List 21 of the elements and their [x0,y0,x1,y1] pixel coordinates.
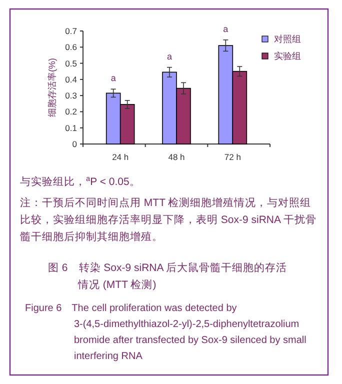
legend-label: 实验组 [274,51,301,62]
annotation: a [223,24,228,34]
text: 图 6 转染 Sox-9 siRNA 后大鼠骨髓干细胞的存活情况 (MTT 检测) [48,261,288,291]
text: Figure 6 The cell proliferation was detected by 3-(4,5-dimethylthiazol-2-yl)-2,5-diphenyltetrazolium bromide after transfected by Sox-9 silenced by small interfering RNA [25,303,306,362]
x-tick-label: 72 h [224,152,242,162]
y-tick-label: 0.1 [65,122,78,133]
y-tick-label: 0.7 [65,26,78,36]
x-tick-label: 48 h [168,152,186,162]
text: 注：干预后不同时间点用 MTT 检测细胞增殖情况，与对照组比较，实验组细胞存活率明显下降，表明 Sox-9 siRNA 干扰骨髓干细胞后抑制其细胞增殖。 [20,196,316,243]
y-tick-label: 0.5 [65,58,78,68]
y-tick-label: 0.6 [65,42,78,52]
annotation: a [166,51,172,62]
y-tick-label: 0 [72,138,78,149]
y-tick-label: 0.2 [65,106,78,117]
x-tick-label: 24 h [112,152,129,162]
y-tick-label: 0.3 [65,90,78,101]
y-axis-title: 细胞存活率(%) [47,58,57,117]
annotation: a [110,73,116,84]
text: 与实验组比，$^{a}$P < 0.05。 [20,174,140,188]
y-tick-label: 0.4 [65,74,78,84]
legend-label: 对照组 [274,34,301,44]
